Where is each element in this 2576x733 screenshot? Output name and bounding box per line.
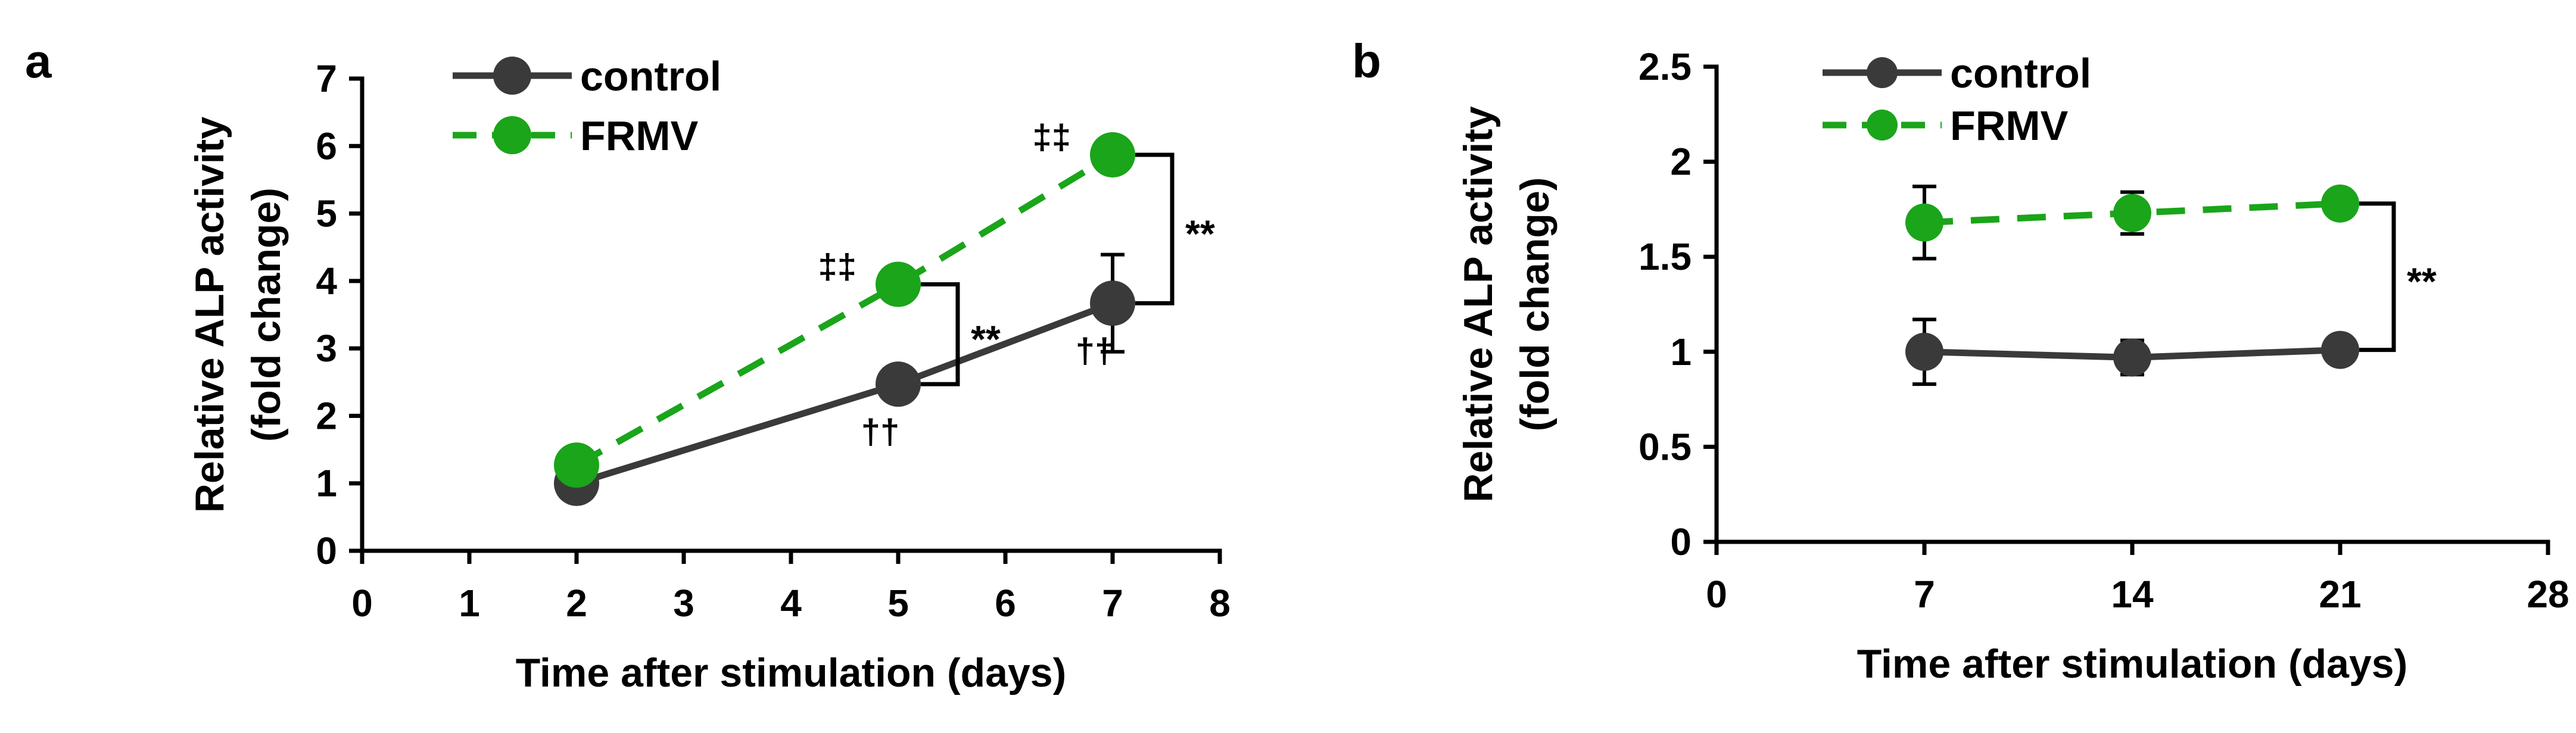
x-tick-label: 4 <box>780 582 802 625</box>
y-axis-title-line-2: (fold change) <box>1512 177 1558 432</box>
legend-label-FRMV: FRMV <box>580 113 699 159</box>
data-point-FRMV <box>1090 132 1135 178</box>
legend-marker-control <box>1867 57 1898 88</box>
series-line-control <box>575 300 1114 486</box>
x-tick-label: 28 <box>2527 573 2569 616</box>
y-tick-label: 6 <box>316 124 337 167</box>
point-annotation: †† <box>861 413 900 451</box>
y-tick-label: 7 <box>316 57 337 100</box>
x-tick-label: 8 <box>1209 582 1231 625</box>
x-tick-label: 14 <box>2111 573 2154 616</box>
y-axis-title-line-1: Relative ALP activity <box>187 117 232 513</box>
significance-bracket <box>2359 201 2396 353</box>
data-point-FRMV <box>2113 194 2151 232</box>
x-tick-label: 6 <box>995 582 1016 625</box>
y-tick-label: 2.5 <box>1639 45 1692 88</box>
y-tick-label: 0 <box>1670 520 1692 563</box>
significance-bracket <box>1135 152 1175 305</box>
x-tick-label: 7 <box>1914 573 1935 616</box>
data-point-control <box>876 361 921 407</box>
y-tick-label: 4 <box>316 260 337 302</box>
panel-label: b <box>1352 35 1381 88</box>
legend-label-control: control <box>580 53 721 99</box>
data-point-FRMV <box>554 442 599 488</box>
x-tick-label: 21 <box>2319 573 2361 616</box>
x-axis-title: Time after stimulation (days) <box>516 650 1067 695</box>
x-tick-label: 7 <box>1102 582 1123 625</box>
point-annotation: ‡‡ <box>1032 118 1071 157</box>
legend-label-FRMV: FRMV <box>1950 102 2069 149</box>
y-tick-label: 3 <box>316 327 337 370</box>
significance-label: ** <box>971 317 1001 360</box>
data-point-control <box>2113 338 2151 377</box>
x-tick-label: 0 <box>351 582 373 625</box>
x-axis-title: Time after stimulation (days) <box>1857 641 2408 687</box>
data-point-FRMV <box>1905 203 1943 242</box>
y-tick-label: 0.5 <box>1639 425 1692 468</box>
legend-marker-FRMV <box>493 116 531 154</box>
legend-marker-control <box>493 57 531 95</box>
point-annotation: ‡‡ <box>818 248 856 286</box>
y-tick-label: 2 <box>1670 141 1692 183</box>
x-tick-label: 0 <box>1706 573 1727 616</box>
y-tick-label: 1 <box>1670 330 1692 373</box>
y-tick-label: 1 <box>316 462 337 505</box>
y-tick-label: 2 <box>316 394 337 437</box>
point-annotation: †† <box>1076 332 1114 370</box>
x-tick-label: 5 <box>887 582 909 625</box>
panel-label: a <box>25 35 52 88</box>
data-point-FRMV <box>2321 184 2359 223</box>
data-point-control <box>1905 332 1943 371</box>
y-axis-title-line-1: Relative ALP activity <box>1456 106 1501 502</box>
data-point-FRMV <box>876 261 921 307</box>
significance-label: ** <box>1185 213 1215 255</box>
series-line-FRMV <box>575 152 1114 468</box>
legend-label-control: control <box>1950 50 2091 96</box>
legend-marker-FRMV <box>1867 110 1898 141</box>
data-point-control <box>1090 280 1135 326</box>
x-tick-label: 2 <box>566 582 587 625</box>
x-tick-label: 3 <box>673 582 694 625</box>
y-tick-label: 5 <box>316 192 337 235</box>
y-tick-label: 0 <box>316 529 337 572</box>
significance-label: ** <box>2407 260 2437 303</box>
significance-bracket <box>921 282 960 386</box>
x-tick-label: 1 <box>459 582 480 625</box>
y-axis-title-line-2: (fold change) <box>244 188 289 442</box>
y-tick-label: 1.5 <box>1639 235 1692 278</box>
data-point-control <box>2321 330 2359 369</box>
panel-a: a 0 1 2 3 4 5 6 7 0 1 2 3 4 5 6 7 8 Time after stimulation… <box>25 35 1231 695</box>
panel-b: b 0 0.5 1 1.5 2 2.5 0 7 14 21 28 Time after stimulat… <box>1352 35 2569 687</box>
